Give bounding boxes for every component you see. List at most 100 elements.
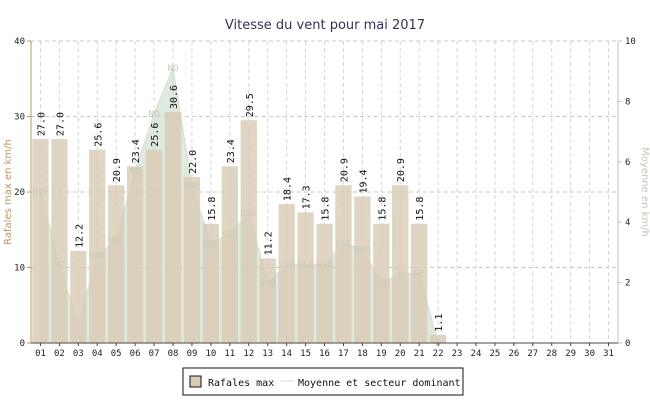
x-tick-label-07: 07 [149, 349, 160, 359]
bar-value-label-02: 27.0 [55, 112, 66, 136]
bar-value-label-16: 15.8 [321, 197, 332, 221]
sector-label-17: SSE [335, 239, 351, 249]
bar-07 [145, 149, 163, 343]
x-tick-label-27: 27 [527, 349, 538, 359]
right-tick-label: 4 [625, 218, 630, 228]
bar-value-label-21: 15.8 [415, 197, 426, 221]
sector-label-06: NO [130, 167, 141, 177]
bar-14 [278, 204, 295, 343]
legend-swatch-gusts [189, 375, 202, 388]
left-tick-label: 40 [14, 37, 25, 47]
bar-value-label-07: 25.6 [150, 123, 161, 147]
x-tick-label-04: 04 [92, 349, 103, 359]
sector-label-16: SSE [316, 261, 332, 271]
x-tick-label-14: 14 [281, 349, 292, 359]
bar-value-label-19: 15.8 [377, 197, 388, 221]
x-tick-label-20: 20 [395, 349, 406, 359]
bar-08 [164, 112, 182, 343]
bar-value-label-11: 23.4 [226, 139, 237, 163]
bar-05 [108, 185, 125, 343]
x-tick-label-06: 06 [130, 349, 141, 359]
bar-13 [259, 258, 276, 343]
x-tick-label-25: 25 [489, 349, 500, 359]
sector-label-19: OSO [373, 279, 389, 289]
bar-value-label-04: 25.6 [93, 123, 104, 147]
x-tick-label-11: 11 [224, 349, 235, 359]
bar-value-label-15: 17.3 [302, 185, 313, 209]
sector-label-13: SSO [260, 279, 276, 289]
x-tick-label-16: 16 [319, 349, 330, 359]
bar-value-label-13: 11.2 [264, 231, 275, 255]
right-tick-label: 6 [625, 158, 630, 168]
bar-value-label-14: 18.4 [283, 177, 294, 201]
x-tick-label-09: 09 [187, 349, 198, 359]
sector-label-14: SSO [278, 261, 294, 271]
x-tick-label-08: 08 [168, 349, 179, 359]
bar-18 [354, 196, 371, 343]
x-tick-label-03: 03 [73, 349, 84, 359]
bar-value-label-17: 20.9 [339, 158, 350, 182]
x-tick-label-24: 24 [471, 349, 482, 359]
bar-value-label-09: 22.0 [188, 150, 199, 174]
bar-10 [202, 223, 219, 343]
sector-label-01: SSE [32, 188, 48, 198]
x-tick-label-02: 02 [54, 349, 65, 359]
right-tick-label: 0 [625, 339, 630, 349]
bar-04 [89, 149, 106, 343]
sector-label-05: NNE [108, 236, 124, 246]
right-tick-label: 2 [625, 279, 630, 289]
sector-label-11: SSE [222, 230, 238, 240]
bar-06 [127, 166, 144, 343]
sector-label-04: NNO [89, 251, 105, 261]
gust-bars [32, 112, 447, 343]
x-tick-label-23: 23 [452, 349, 463, 359]
x-tick-label-01: 01 [35, 349, 46, 359]
bar-22 [430, 334, 447, 343]
bar-16 [316, 223, 333, 343]
bar-09 [183, 176, 201, 343]
bar-11 [221, 166, 238, 343]
x-tick-label-15: 15 [300, 349, 311, 359]
left-tick-label: 0 [20, 339, 25, 349]
x-tick-label-31: 31 [603, 349, 614, 359]
sector-label-02: NO [54, 261, 65, 271]
bar-value-label-22: 1.1 [434, 314, 445, 332]
legend: Rafales max Moyenne et secteur dominant [182, 367, 464, 396]
sector-label-09: NNE [184, 182, 200, 192]
x-tick-label-10: 10 [205, 349, 216, 359]
right-tick-label: 8 [625, 97, 630, 107]
right-axis-label: Moyenne en km/h [639, 147, 650, 237]
x-tick-label-05: 05 [111, 349, 122, 359]
x-tick-label-26: 26 [508, 349, 519, 359]
sector-label-15: SSE [297, 261, 313, 271]
left-tick-label: 10 [14, 264, 25, 274]
bar-value-label-08: 30.6 [169, 85, 180, 109]
x-tick-label-13: 13 [262, 349, 273, 359]
bar-value-label-01: 27.0 [37, 112, 48, 136]
bar-17 [335, 185, 352, 343]
left-tick-label: 30 [14, 113, 25, 123]
x-tick-label-17: 17 [338, 349, 349, 359]
bar-value-label-20: 20.9 [396, 158, 407, 182]
right-tick-label: 10 [625, 37, 636, 47]
bar-15 [297, 212, 314, 343]
chart-title: Vitesse du vent pour mai 2017 [225, 18, 425, 33]
bar-value-labels: 27.0 27.0 12.2 25.6 20.9 23.4 25.6 30.6 22.0 15.8… [37, 85, 446, 332]
left-axis-label: Rafales max en km/h [3, 139, 14, 245]
bar-value-label-12: 29.5 [245, 93, 256, 117]
bar-03 [70, 250, 87, 343]
sector-label-20: S [397, 270, 402, 280]
bar-12 [240, 120, 257, 343]
legend-label-mean: Moyenne et secteur dominant [298, 378, 461, 389]
bar-21 [411, 223, 428, 343]
left-tick-label: 20 [14, 188, 25, 198]
bar-02 [51, 139, 68, 343]
sector-label-10: ENE [203, 239, 219, 249]
sector-label-07: NO [149, 110, 160, 120]
x-tick-label-22: 22 [433, 349, 444, 359]
bar-19 [373, 223, 390, 343]
x-tick-label-30: 30 [584, 349, 595, 359]
